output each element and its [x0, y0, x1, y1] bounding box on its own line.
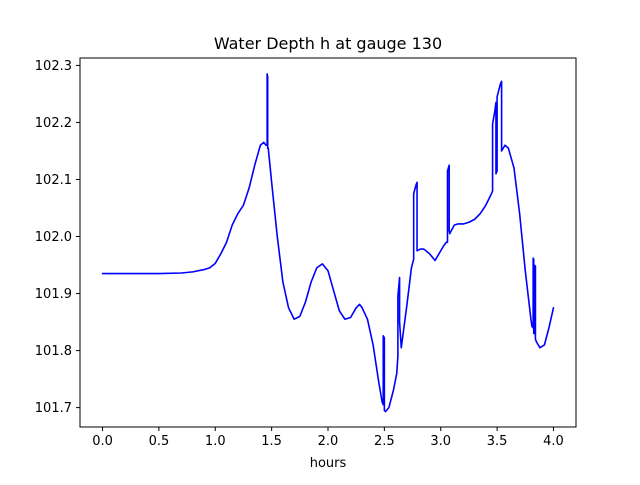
- y-tick-label: 102.3: [35, 59, 72, 74]
- x-axis-ticks: 0.0 0.5 1.0 1.5 2.0 2.5 3.0 3.5 4.0: [92, 427, 564, 449]
- x-axis-label: hours: [310, 456, 347, 471]
- chart-title: Water Depth h at gauge 130: [214, 34, 442, 53]
- x-tick-label: 1.5: [261, 434, 282, 449]
- x-tick-label: 2.0: [318, 434, 339, 449]
- x-tick-label: 3.5: [487, 434, 508, 449]
- x-tick-label: 3.0: [430, 434, 451, 449]
- x-tick-label: 0.0: [92, 434, 113, 449]
- x-tick-label: 4.0: [543, 434, 564, 449]
- y-axis-ticks: 101.7 101.8 101.9 102.0 102.1 102.2 102.3: [35, 59, 80, 416]
- plot-area-frame: [79, 57, 577, 428]
- y-tick-label: 102.1: [35, 173, 72, 188]
- y-tick-label: 101.9: [35, 287, 72, 302]
- y-tick-label: 102.0: [35, 230, 72, 245]
- x-tick-label: 1.0: [205, 434, 226, 449]
- x-tick-label: 0.5: [149, 434, 170, 449]
- series-line: [101, 73, 555, 413]
- y-tick-label: 101.7: [35, 401, 72, 416]
- y-tick-label: 102.2: [35, 116, 72, 131]
- series-layer: [101, 73, 555, 413]
- x-tick-label: 2.5: [374, 434, 395, 449]
- y-tick-label: 101.8: [35, 344, 72, 359]
